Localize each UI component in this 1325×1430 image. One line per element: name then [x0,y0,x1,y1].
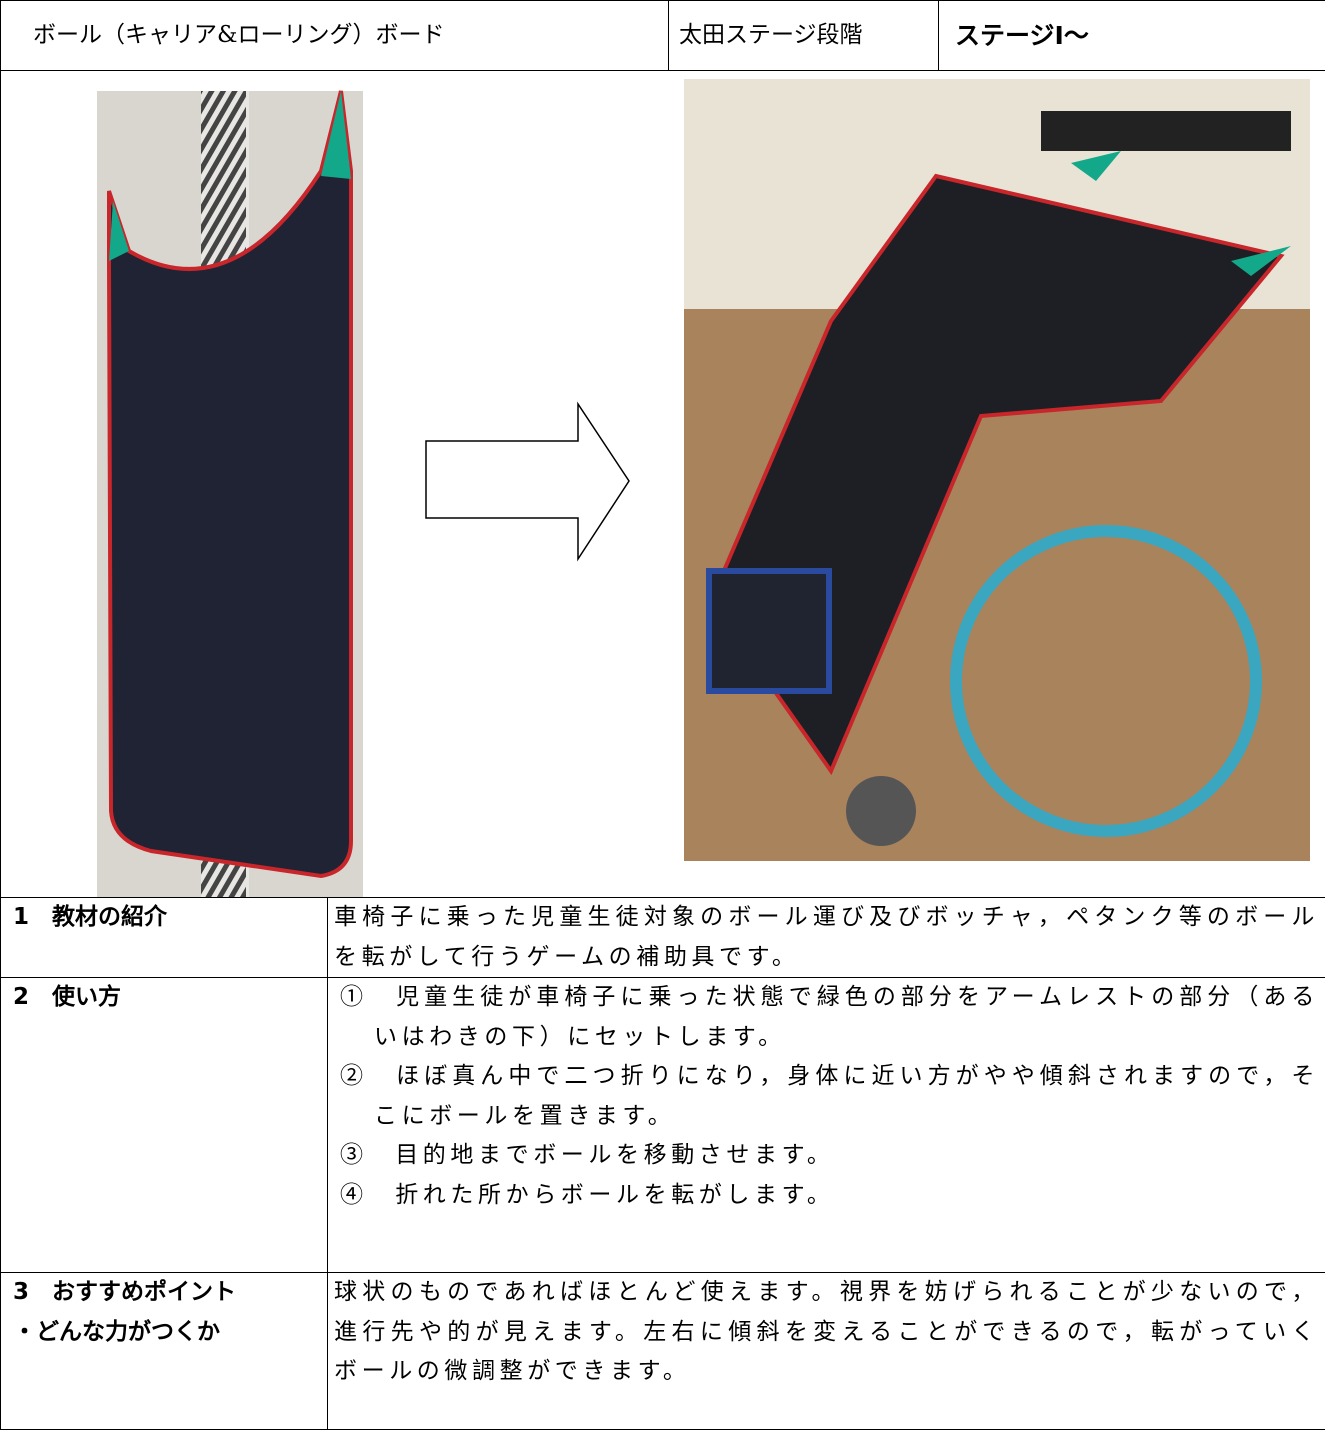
photo-board [97,91,363,897]
photo-row [1,71,1325,898]
section-heading: 2 使い方 [1,978,328,1273]
heading-line: ・どんな力がつくか [13,1313,327,1353]
heading-line: 3 おすすめポイント [13,1273,327,1313]
section-body: 球状のものであればほとんど使えます。視界を妨げられることが少ないので，進行先や的… [328,1273,1325,1430]
stage-label: 太田ステージ段階 [669,1,939,71]
section-body: 車椅子に乗った児童生徒対象のボール運び及びボッチャ，ペタンク等のボールを転がして… [328,898,1325,978]
section-heading: 1 教材の紹介 [1,898,328,978]
paragraph: 球状のものであればほとんど使えます。視界を妨げられることが少ないので，進行先や的… [334,1273,1319,1392]
list-item: ② ほぼ真ん中で二つ折りになり，身体に近い方がやや傾斜されますので，そこにボール… [334,1057,1319,1136]
section-body: ① 児童生徒が車椅子に乗った状態で緑色の部分をアームレストの部分（あるいはわきの… [328,978,1325,1273]
paragraph: 車椅子に乗った児童生徒対象のボール運び及びボッチャ，ペタンク等のボールを転がして… [334,898,1319,977]
stage-value: ステージⅠ～ [939,1,1325,71]
heading-line: 1 教材の紹介 [13,898,327,938]
title: ボール（キャリア&ローリング）ボード [1,1,669,71]
heading-line: 2 使い方 [13,978,327,1018]
list-item: ③ 目的地までボールを移動させます。 [334,1136,1319,1176]
arrow [426,404,629,559]
section-heading: 3 おすすめポイント ・どんな力がつくか [1,1273,328,1430]
list-item: ④ 折れた所からボールを転がします。 [334,1176,1319,1216]
photo-wheelchair [684,79,1310,861]
list-item: ① 児童生徒が車椅子に乗った状態で緑色の部分をアームレストの部分（あるいはわきの… [334,978,1319,1057]
photos [1,71,1324,897]
